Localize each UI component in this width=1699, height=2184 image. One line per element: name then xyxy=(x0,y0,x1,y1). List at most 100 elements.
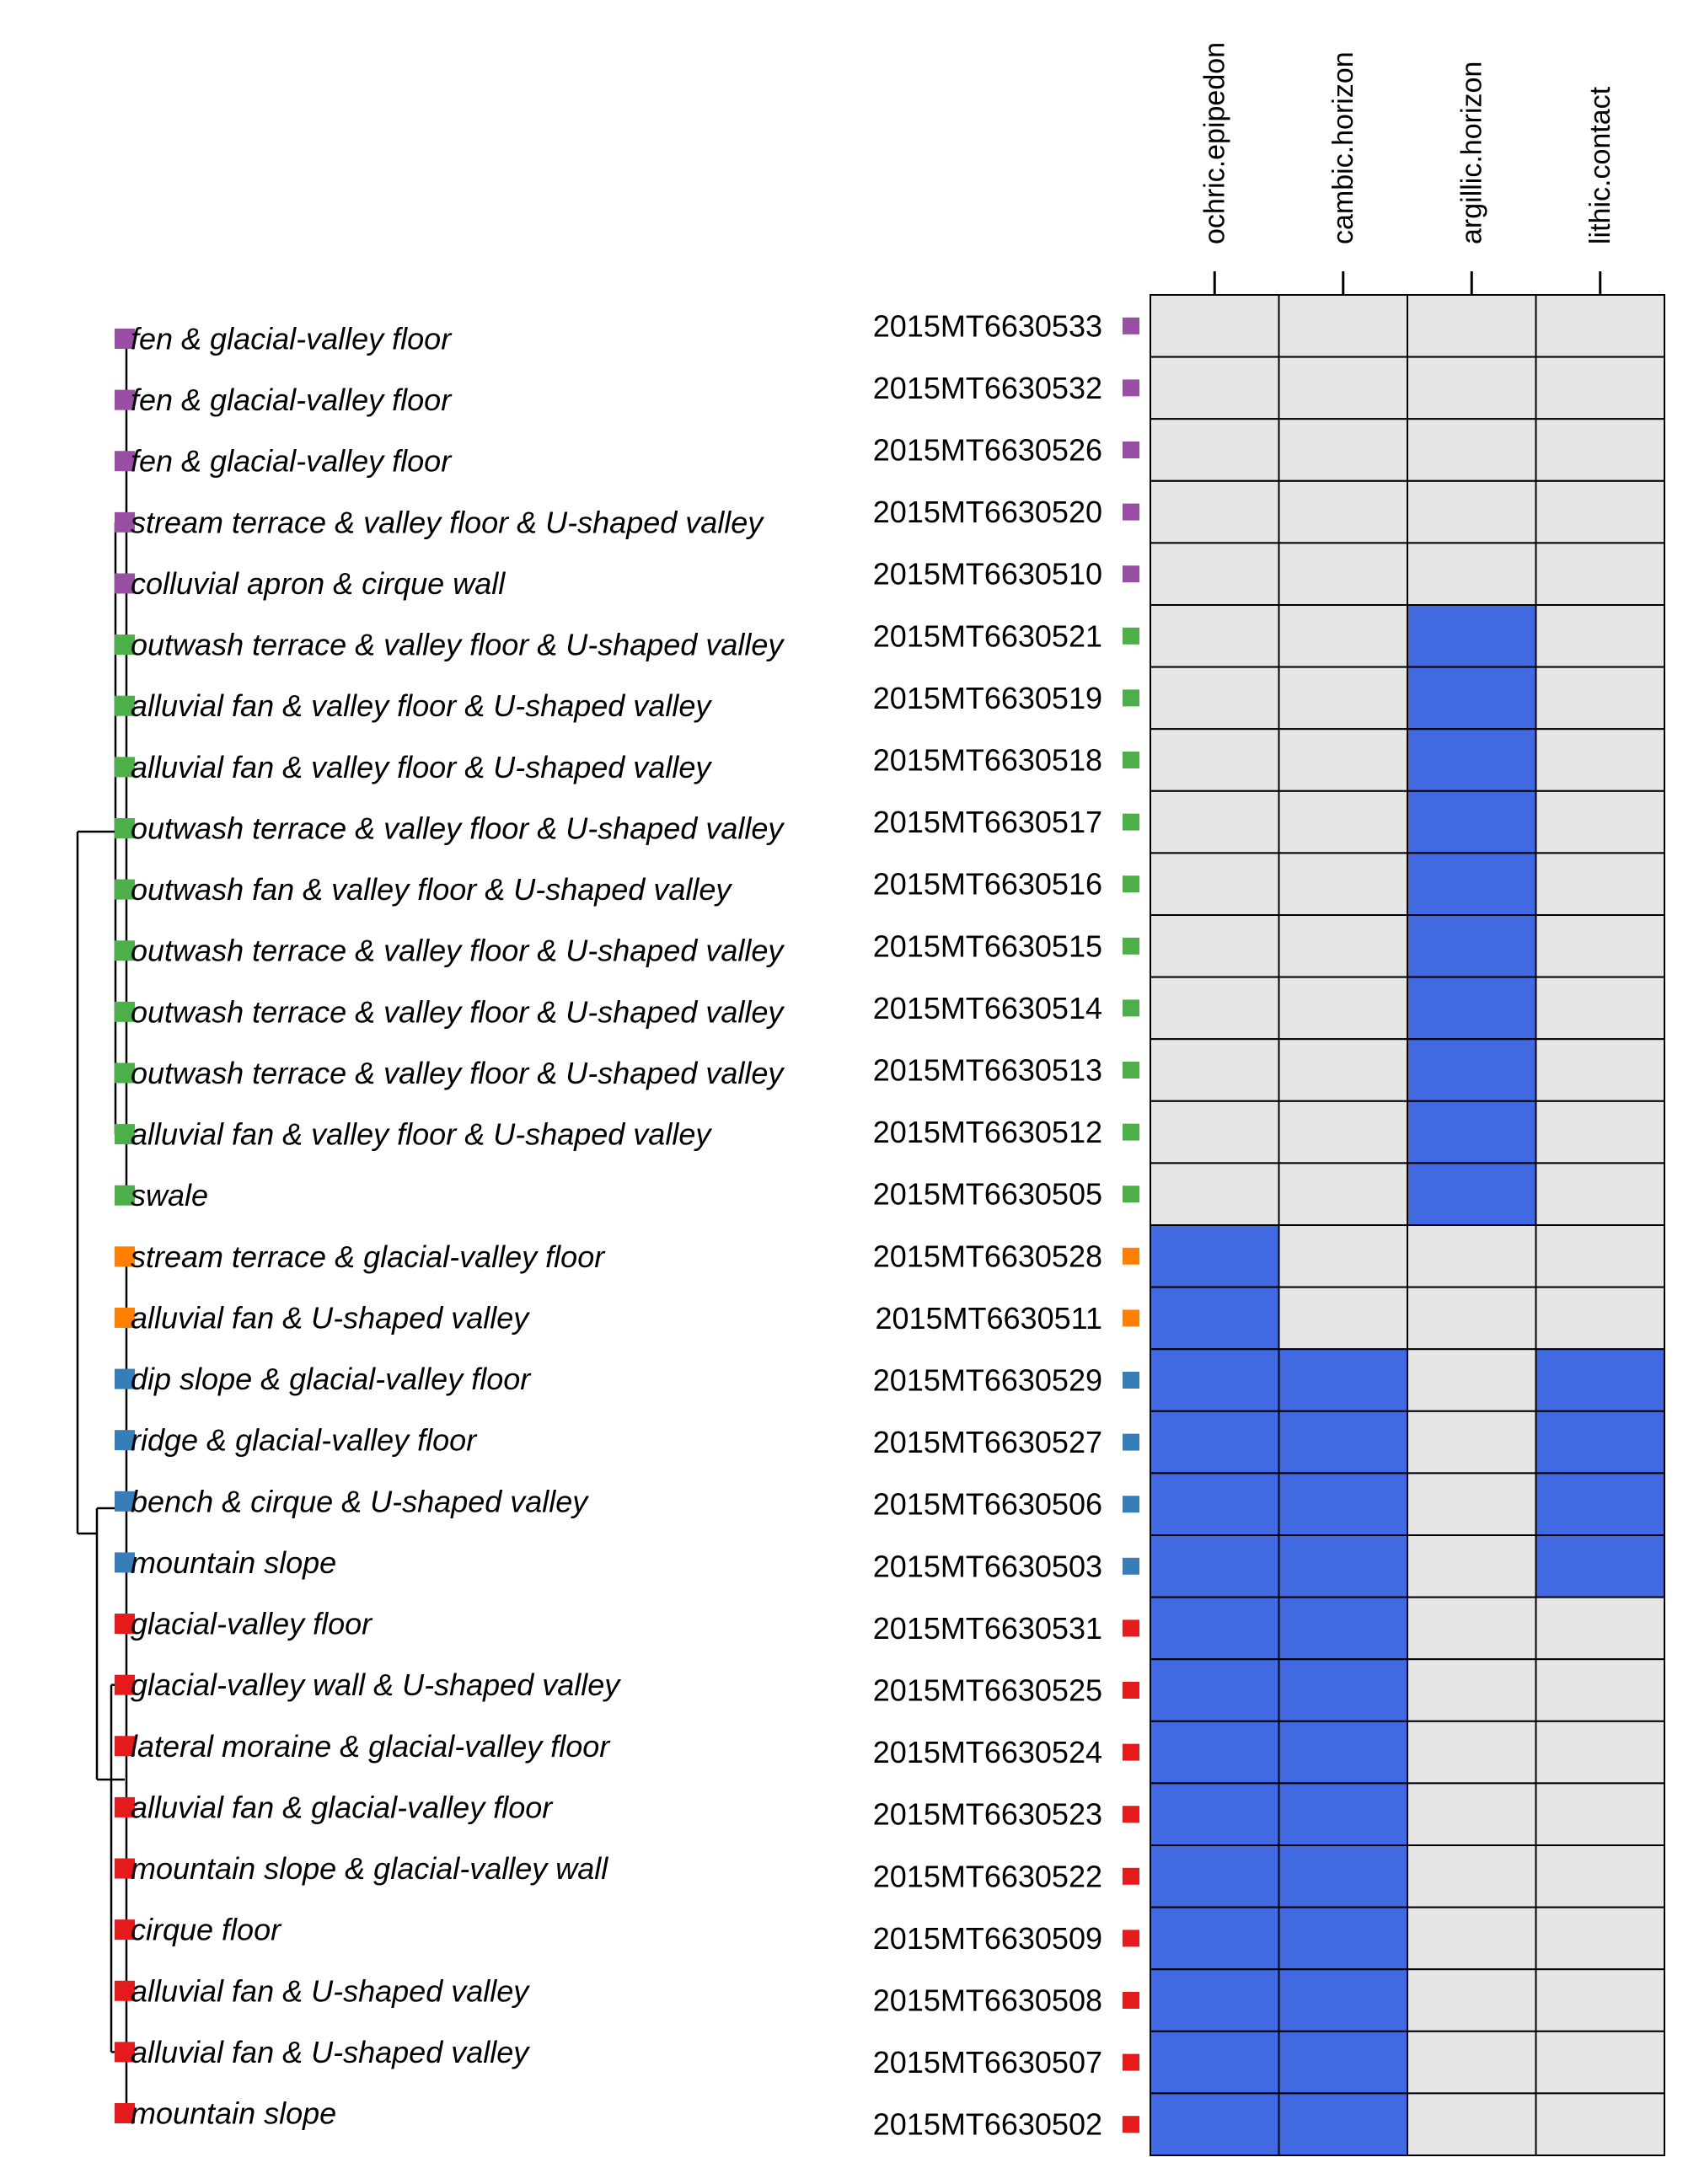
column-label: ochric.epipedon xyxy=(1198,42,1230,244)
heatmap-cell xyxy=(1150,1472,1280,1537)
heatmap-cell xyxy=(1278,2030,1408,2095)
sample-id-label: 2015MT6630521 xyxy=(873,618,1102,653)
heatmap-cell xyxy=(1150,2092,1280,2156)
sample-id-label: 2015MT6630514 xyxy=(873,991,1102,1025)
heatmap-cell xyxy=(1407,666,1537,731)
sample-id-label: 2015MT6630512 xyxy=(873,1115,1102,1149)
heatmap-cell xyxy=(1407,542,1537,607)
leaf-group-marker xyxy=(115,940,135,961)
landform-label: fen & glacial-valley floor xyxy=(131,383,453,417)
heatmap-cell xyxy=(1150,1844,1280,1908)
sample-group-marker xyxy=(1123,1557,1139,1575)
heatmap-cell xyxy=(1535,542,1665,607)
heatmap-cell xyxy=(1150,1348,1280,1412)
heatmap-cell xyxy=(1278,2092,1408,2156)
heatmap-cell xyxy=(1150,294,1280,358)
leaf-group-marker xyxy=(115,1307,135,1328)
heatmap-cell xyxy=(1407,1100,1537,1164)
heatmap-cell xyxy=(1407,1162,1537,1227)
sample-id-label: 2015MT6630508 xyxy=(873,1983,1102,2018)
heatmap-cell xyxy=(1535,1596,1665,1661)
heatmap-cell xyxy=(1407,2092,1537,2156)
heatmap-cell xyxy=(1150,1658,1280,1722)
sample-group-marker xyxy=(1123,1930,1139,1947)
landform-label: alluvial fan & U-shaped valley xyxy=(131,2035,530,2069)
landform-label: fen & glacial-valley floor xyxy=(131,322,453,356)
heatmap-cell xyxy=(1278,1658,1408,1722)
sample-group-marker xyxy=(1123,379,1139,397)
leaf-group-marker xyxy=(115,389,135,410)
heatmap-cell xyxy=(1535,1720,1665,1785)
sample-id-label: 2015MT6630525 xyxy=(873,1673,1102,1708)
heatmap-cell xyxy=(1407,294,1537,358)
sample-group-marker xyxy=(1123,317,1139,335)
landform-label: colluvial apron & cirque wall xyxy=(131,566,506,601)
heatmap-cell xyxy=(1407,852,1537,917)
heatmap-cell xyxy=(1278,1038,1408,1102)
leaf-group-marker xyxy=(115,573,135,594)
sample-group-marker xyxy=(1123,1496,1139,1513)
sample-id-label: 2015MT6630518 xyxy=(873,743,1102,778)
heatmap-cell xyxy=(1407,1038,1537,1102)
sample-id-label: 2015MT6630516 xyxy=(873,867,1102,902)
heatmap-cell xyxy=(1535,1162,1665,1227)
sample-id-label: 2015MT6630529 xyxy=(873,1363,1102,1398)
heatmap-cell xyxy=(1150,1782,1280,1846)
leaf-group-marker xyxy=(115,511,135,533)
leaf-group-marker xyxy=(115,451,135,472)
heatmap-cell xyxy=(1278,852,1408,917)
heatmap-cell xyxy=(1535,1968,1665,2032)
heatmap-cell xyxy=(1535,1100,1665,1164)
heatmap-cell xyxy=(1150,1534,1280,1598)
heatmap-cell xyxy=(1278,1162,1408,1227)
heatmap-cell xyxy=(1407,976,1537,1041)
leaf-group-marker xyxy=(115,1430,135,1451)
heatmap-cell xyxy=(1150,2030,1280,2095)
leaf-group-marker xyxy=(115,1552,135,1573)
leaf-group-marker xyxy=(115,1674,135,1695)
heatmap-cell xyxy=(1278,728,1408,792)
heatmap-cell xyxy=(1535,2092,1665,2156)
landform-label: bench & cirque & U-shaped valley xyxy=(131,1484,589,1518)
heatmap-cell xyxy=(1150,1162,1280,1227)
heatmap-cell xyxy=(1535,852,1665,917)
sample-group-marker xyxy=(1123,937,1139,955)
heatmap-cell xyxy=(1535,666,1665,731)
heatmap-cell xyxy=(1150,790,1280,854)
heatmap-cell xyxy=(1535,1038,1665,1102)
sample-group-marker xyxy=(1123,2116,1139,2133)
column-label: argillic.horizon xyxy=(1455,62,1487,244)
heatmap-cell xyxy=(1407,1534,1537,1598)
landform-label: outwash terrace & valley floor & U-shape… xyxy=(131,994,785,1029)
heatmap-cell xyxy=(1150,1720,1280,1785)
heatmap-cell xyxy=(1278,1844,1408,1908)
sample-group-marker xyxy=(1123,1433,1139,1451)
sample-id-labels: 2015MT6630533 2015MT6630532 2015MT6630526 2… xyxy=(873,308,1102,2141)
heatmap-cell xyxy=(1407,1410,1537,1475)
heatmap-cell xyxy=(1407,1658,1537,1722)
sample-group-marker xyxy=(1123,503,1139,521)
heatmap-cell xyxy=(1407,1720,1537,1785)
heatmap-cell xyxy=(1535,1658,1665,1722)
landform-label: outwash fan & valley floor & U-shaped va… xyxy=(131,872,732,907)
sample-group-marker xyxy=(1123,1062,1139,1079)
leaf-group-marker xyxy=(115,1491,135,1512)
heatmap-cell xyxy=(1278,1968,1408,2032)
heatmap-cell xyxy=(1278,1410,1408,1475)
leaf-group-marker xyxy=(115,2042,135,2063)
heatmap-cell xyxy=(1535,1844,1665,1908)
sample-id-label: 2015MT6630527 xyxy=(873,1425,1102,1459)
leaf-group-marker xyxy=(115,1063,135,1084)
heatmap-cell xyxy=(1535,1906,1665,1971)
heatmap-cell xyxy=(1278,356,1408,420)
heatmap-cell xyxy=(1535,356,1665,420)
heatmap-cell xyxy=(1150,1224,1280,1288)
sample-group-marker xyxy=(1123,565,1139,583)
heatmap-cell xyxy=(1278,1348,1408,1412)
heatmap-cell xyxy=(1150,542,1280,607)
leaf-group-marker xyxy=(115,1001,135,1022)
heatmap-cell xyxy=(1278,1720,1408,1785)
sample-group-marker xyxy=(1123,1619,1139,1637)
landform-label: swale xyxy=(131,1178,208,1212)
